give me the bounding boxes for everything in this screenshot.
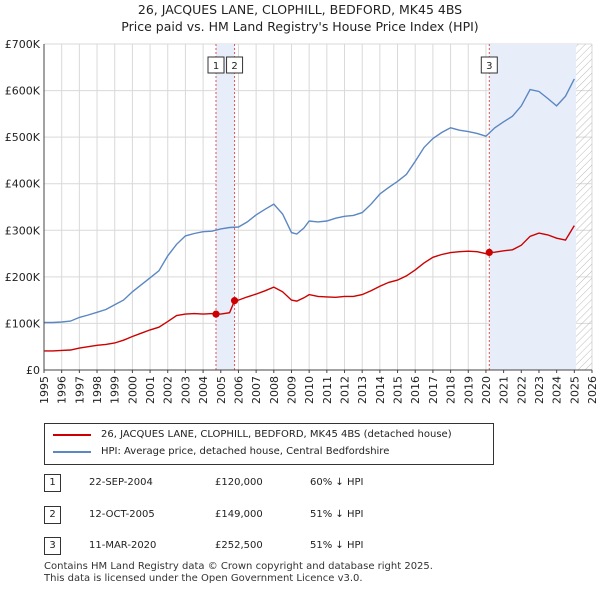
y-tick-label: £600K [5,85,41,98]
shaded-region [216,44,235,370]
sale-marker: 2 [226,56,244,74]
y-tick-label: £500K [5,131,41,144]
x-tick-label: 2018 [445,376,458,404]
sale-price: £252,500 [215,540,263,551]
shaded-region [489,44,577,370]
legend-swatch-property [53,434,91,436]
x-tick-label: 2001 [144,376,157,404]
sale-hpi-diff: 51% ↓ HPI [310,540,364,551]
y-tick-label: £200K [5,271,41,284]
x-tick-label: 2022 [515,376,528,404]
forecast-hatch [576,44,592,370]
x-tick-label: 2021 [498,376,511,404]
x-tick-label: 2014 [374,376,387,404]
x-tick-label: 2004 [197,376,210,404]
sale-marker-box [480,56,498,74]
x-tick-label: 2008 [268,376,281,404]
x-tick-label: 2010 [303,376,316,404]
chart-title: 26, JACQUES LANE, CLOPHILL, BEDFORD, MK4… [137,2,463,17]
x-tick-label: 1995 [38,376,51,404]
y-tick-label: £100K [5,317,41,330]
sale-point [230,297,239,305]
sale-date: 12-OCT-2005 [89,509,155,520]
sale-marker-label: 2 [231,61,237,72]
price-chart: £0 £100K £200K £300K £400K £500K £600K £700K 199… [5,38,599,404]
x-tick-label: 2000 [126,376,139,404]
x-tick-label: 2026 [586,376,599,404]
sale-marker-label: 3 [486,61,492,72]
x-tick-label: 2007 [250,376,263,404]
sale-marker: 3 [480,56,498,74]
sale-marker: 1 [207,56,225,74]
legend-swatch-hpi [53,451,91,453]
x-tick-label: 2015 [392,376,405,404]
x-tick-label: 1997 [73,376,86,404]
x-tick-label: 2009 [285,376,298,404]
y-tick-label: £0 [26,364,40,377]
legend-label-property: 26, JACQUES LANE, CLOPHILL, BEDFORD, MK4… [101,429,452,440]
hpi-line [44,78,575,324]
x-tick-label: 2017 [427,376,440,404]
x-tick-label: 2023 [533,376,546,404]
x-tick-label: 2025 [568,376,581,404]
x-tick-label: 2002 [162,376,175,404]
sale-hpi-diff: 60% ↓ HPI [310,477,364,488]
sale-hpi-diff: 51% ↓ HPI [310,509,364,520]
footer-copyright: Contains HM Land Registry data © Crown c… [44,561,433,572]
x-tick-label: 1998 [91,376,104,404]
sale-date: 22-SEP-2004 [89,477,153,488]
x-tick-label: 2013 [356,376,369,404]
sale-price: £120,000 [215,477,263,488]
sale-marker-box: 3 [44,537,61,555]
x-tick-label: 2011 [321,376,334,404]
sale-marker-box: 1 [44,474,61,492]
x-tick-label: 2016 [409,376,422,404]
x-tick-label: 2012 [339,376,352,404]
chart-subtitle: Price paid vs. HM Land Registry's House … [121,19,479,34]
sale-point [485,248,493,257]
sale-marker-label: 1 [213,61,219,72]
x-tick-label: 2003 [179,376,192,404]
x-tick-label: 2006 [232,376,245,404]
x-tick-label: 2005 [215,376,228,404]
x-tick-label: 1999 [109,376,122,404]
sale-marker-box [207,56,225,74]
x-tick-label: 2024 [551,376,564,404]
x-tick-label: 1996 [56,376,69,404]
y-tick-label: £300K [5,224,41,237]
footer-licence: This data is licensed under the Open Gov… [44,573,363,584]
sale-marker-box [226,56,244,74]
y-tick-label: £700K [5,38,41,51]
sale-date: 11-MAR-2020 [89,540,157,551]
sale-price: £149,000 [215,509,263,520]
y-tick-label: £400K [5,178,41,191]
sale-point [212,310,220,318]
x-tick-label: 2020 [480,376,493,404]
sale-marker-box: 2 [44,506,61,524]
legend: 26, JACQUES LANE, CLOPHILL, BEDFORD, MK4… [44,423,494,465]
legend-label-hpi: HPI: Average price, detached house, Cent… [101,446,390,457]
x-tick-label: 2019 [462,376,475,404]
